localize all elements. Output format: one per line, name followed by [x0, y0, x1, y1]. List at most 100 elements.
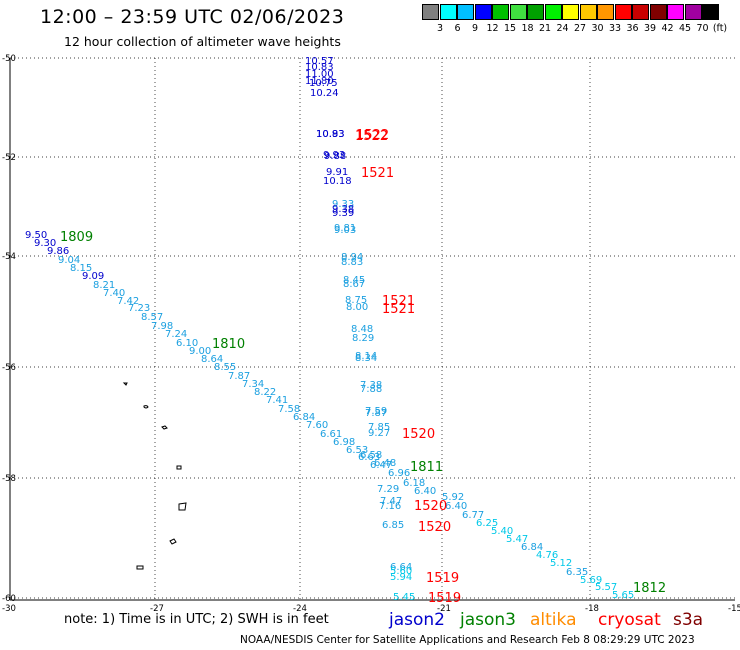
colorbar-label: 18: [521, 23, 534, 34]
wave-height-value: 8.55: [214, 362, 236, 373]
page-title: 12:00 – 23:59 UTC 02/06/2023: [40, 6, 345, 28]
latitude-label: -50: [2, 54, 16, 64]
colorbar-label: 21: [538, 23, 552, 34]
island-shape: [169, 538, 177, 545]
wave-height-value: 5.57: [595, 582, 617, 593]
colorbar-swatch: [527, 4, 544, 20]
pass-time-label: 1519: [426, 571, 459, 586]
pass-time-label: 1521: [361, 166, 394, 181]
island-shape: [178, 502, 187, 511]
wave-height-value: 7.23: [128, 303, 150, 314]
wave-height-value: 6.85: [382, 520, 404, 531]
legend-altika: altika: [530, 610, 577, 630]
pass-time-label: 1809: [60, 230, 93, 245]
longitude-label: -24: [293, 604, 307, 614]
island-shape: [176, 465, 182, 470]
wave-height-value: 7.38: [360, 380, 382, 391]
wave-height-value: 5.69: [580, 575, 602, 586]
island-shape: [143, 405, 149, 409]
wave-height-value: 9.27: [368, 428, 390, 439]
colorbar-label: 9: [471, 23, 479, 34]
wave-height-value: 8.57: [141, 312, 163, 323]
colorbar-swatch: [632, 4, 649, 20]
pass-time-label: 1812: [633, 581, 666, 596]
credit-line: NOAA/NESDIS Center for Satellite Applica…: [240, 634, 695, 646]
wave-height-value: 6.61: [320, 429, 342, 440]
wave-height-value: 10.83: [305, 62, 334, 73]
wave-height-value: 6.84: [521, 542, 543, 553]
colorbar-label: 33: [608, 23, 622, 34]
wave-height-value: 6.35: [566, 567, 588, 578]
island-outlines: [122, 382, 187, 570]
pass-time-label: 1519: [428, 591, 461, 606]
longitude-label: -30: [2, 604, 16, 614]
wave-height-value: 7.60: [306, 420, 328, 431]
wave-height-value: 9.86: [47, 246, 69, 257]
wave-height-value: 9.30: [34, 238, 56, 249]
wave-height-value: 7.59: [365, 406, 387, 417]
colorbar-label: 42: [661, 23, 674, 34]
longitude-label: -21: [437, 604, 451, 614]
longitude-label: -18: [585, 604, 599, 614]
wave-height-value: 9.81: [334, 223, 356, 234]
wave-height-value: 10.24: [310, 88, 339, 99]
colorbar-swatch: [422, 4, 439, 20]
wave-height-value: 7.85: [368, 422, 390, 433]
wave-height-value: 10.83: [316, 129, 345, 140]
wave-height-value: 10.18: [323, 176, 352, 187]
island-shape: [136, 565, 144, 570]
wave-height-value: 10.75: [309, 78, 338, 89]
wave-height-value: 7.87: [365, 408, 387, 419]
footnote: note: 1) Time is in UTC; 2) SWH is in fe…: [64, 612, 329, 627]
longitude-label: -15: [728, 604, 740, 614]
wave-height-value: 9.91: [326, 167, 348, 178]
longitude-label: -27: [150, 604, 164, 614]
wave-height-value: 8.15: [70, 263, 92, 274]
wave-height-value: 6.40: [414, 486, 436, 497]
colorbar-swatch: [457, 4, 474, 20]
wave-height-value: 5.45: [393, 592, 415, 603]
wave-height-value: 5.92: [442, 492, 464, 503]
pass-time-label: 1520: [402, 427, 435, 442]
latitude-label: -56: [2, 363, 16, 373]
colorbar-label: 45: [678, 23, 692, 34]
colorbar-swatch: [544, 4, 562, 20]
wave-height-value: 6.40: [445, 501, 467, 512]
wave-height-value: 9.50: [25, 230, 47, 241]
pass-time-label: 1522: [356, 128, 389, 143]
wave-height-value: 7.87: [228, 371, 250, 382]
colorbar-swatch: [597, 4, 614, 20]
colorbar-unit: (ft): [712, 23, 728, 34]
wave-height-value: 9.39: [332, 208, 354, 219]
pass-time-label: 1521: [382, 302, 415, 317]
colorbar-swatch: [579, 4, 597, 20]
colorbar-swatch: [702, 4, 719, 20]
island-shape: [122, 382, 128, 386]
pass-time-label: 1811: [410, 460, 443, 475]
wave-height-value: 7.98: [151, 321, 173, 332]
colorbar-swatch: [614, 4, 632, 20]
pass-time-label: 1520: [418, 520, 451, 535]
wave-height-value: 10.57: [305, 56, 334, 67]
wave-height-value: 5.94: [390, 572, 412, 583]
wave-height-value: 6.64: [390, 562, 412, 573]
wave-height-value: 8.34: [355, 353, 377, 364]
colorbar-label: 36: [626, 23, 639, 34]
latitude-label: -60: [2, 594, 16, 604]
map-grid: [9, 57, 735, 601]
wave-height-value: 5.47: [506, 534, 528, 545]
colorbar-swatch: [649, 4, 667, 20]
wave-height-value: 8.48: [351, 324, 373, 335]
wave-height-value: 7.16: [379, 501, 401, 512]
wave-height-value: 6.25: [476, 518, 498, 529]
wave-height-value: 11.80: [305, 76, 334, 87]
wave-height-value: 6.10: [176, 338, 198, 349]
wave-height-value: 7.47: [380, 496, 402, 507]
wave-height-value: 10.93: [316, 129, 345, 140]
wave-height-value: 8.22: [254, 387, 276, 398]
wave-height-value: 8.21: [93, 280, 115, 291]
wave-height-value: 8.14: [355, 351, 377, 362]
wave-height-value: 9.33: [332, 199, 354, 210]
